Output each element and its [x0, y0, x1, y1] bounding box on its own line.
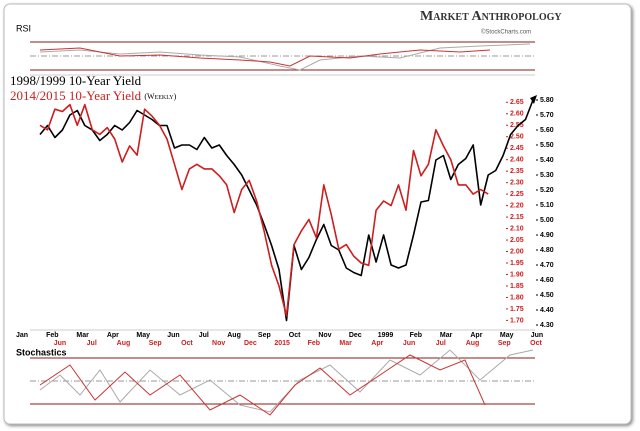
x-tick-label: Aug — [117, 340, 131, 347]
frame — [3, 3, 632, 425]
x-tick-label: Sep — [498, 340, 511, 347]
tick-label: 5.00 — [540, 217, 554, 224]
tick-label: 2.10 — [510, 225, 524, 232]
tick-label: 5.60 — [540, 127, 554, 134]
x-tick-label: Jul — [199, 332, 209, 339]
tick-label: 2.50 — [510, 134, 524, 141]
x-tick-label: Dec — [244, 340, 257, 347]
source: ©StockCharts.com — [481, 29, 531, 36]
tick-label: 1.85 — [510, 283, 524, 290]
x-tick-label: Jun — [531, 332, 543, 339]
legend-black: 1998/1999 10-Year Yield — [10, 73, 142, 88]
stoch-line — [39, 354, 486, 416]
tick-label: 1.95 — [510, 260, 524, 267]
rsi-line — [39, 43, 531, 71]
x-tick-label: Sep — [149, 340, 162, 347]
tick-label: 2.65 — [510, 99, 524, 106]
tick-label: 2.30 — [510, 179, 524, 186]
tick-label: 2.55 — [510, 122, 524, 129]
tick-label: 4.90 — [540, 232, 554, 239]
x-tick-label: Sep — [258, 332, 271, 339]
tick-label: 1.70 — [510, 317, 524, 324]
legend-red: 2014/2015 10-Year Yield (Weekly) — [10, 88, 177, 103]
x-tick-label: Dec — [349, 332, 362, 339]
x-tick-label: May — [500, 332, 514, 339]
tick-label: 1.75 — [510, 306, 524, 313]
x-tick-label: Jan — [16, 332, 28, 339]
stoch-line — [39, 349, 534, 413]
x-tick-label: Aug — [227, 332, 241, 339]
tick-label: 4.60 — [540, 277, 554, 284]
x-tick-label: Aug — [466, 340, 480, 347]
tick-label: 5.10 — [540, 202, 554, 209]
tick-label: 2.00 — [510, 248, 524, 255]
x-tick-label: Mar — [440, 332, 453, 339]
series-line — [39, 99, 534, 322]
tick-label: 5.20 — [540, 187, 554, 194]
tick-label: 2.35 — [510, 168, 524, 175]
x-tick-label: 1999 — [378, 332, 394, 339]
stoch-label: Stochastics — [16, 347, 67, 357]
tick-label: 5.70 — [540, 112, 554, 119]
brand: Market Anthropology — [420, 9, 562, 24]
tick-label: 2.05 — [510, 237, 524, 244]
tick-label: 2.40 — [510, 157, 524, 164]
tick-label: 5.80 — [540, 97, 554, 104]
tick-label: 5.40 — [540, 157, 554, 164]
rsi-line — [39, 47, 491, 67]
x-tick-label: Apr — [371, 340, 383, 347]
tick-label: 4.80 — [540, 247, 554, 254]
tick-label: 4.30 — [540, 322, 554, 329]
x-tick-label: Jun — [403, 340, 415, 347]
x-tick-label: Jul — [87, 340, 97, 347]
x-tick-label: Mar — [76, 332, 89, 339]
x-tick-label: Nov — [318, 332, 331, 339]
tick-label: 2.45 — [510, 145, 524, 152]
x-tick-label: Oct — [530, 340, 542, 347]
x-tick-label: Jul — [436, 340, 446, 347]
tick-label: 2.15 — [510, 214, 524, 221]
tick-label: 2.60 — [510, 111, 524, 118]
x-tick-label: Jun — [54, 340, 66, 347]
arrow-head — [530, 95, 537, 104]
x-tick-label: Jun — [167, 332, 179, 339]
series-line — [39, 103, 489, 317]
tick-label: 5.50 — [540, 142, 554, 149]
tick-label: 1.90 — [510, 271, 524, 278]
tick-label: 5.30 — [540, 172, 554, 179]
tick-label: 4.40 — [540, 307, 554, 314]
x-tick-label: Apr — [470, 332, 482, 339]
x-tick-label: Nov — [212, 340, 225, 347]
tick-label: 2.20 — [510, 202, 524, 209]
x-tick-label: Feb — [410, 332, 422, 339]
rsi-label: RSI — [16, 23, 31, 33]
tick-label: 4.50 — [540, 292, 554, 299]
x-tick-label: Mar — [339, 340, 352, 347]
x-tick-label: 2015 — [274, 340, 290, 347]
x-tick-label: Apr — [107, 332, 119, 339]
x-tick-label: May — [136, 332, 150, 339]
tick-label: 2.25 — [510, 191, 524, 198]
tick-label: 1.80 — [510, 294, 524, 301]
x-tick-label: Feb — [308, 340, 320, 347]
x-tick-label: Oct — [181, 340, 193, 347]
x-tick-label: Feb — [46, 332, 58, 339]
tick-label: 4.70 — [540, 262, 554, 269]
x-tick-label: Oct — [289, 332, 301, 339]
